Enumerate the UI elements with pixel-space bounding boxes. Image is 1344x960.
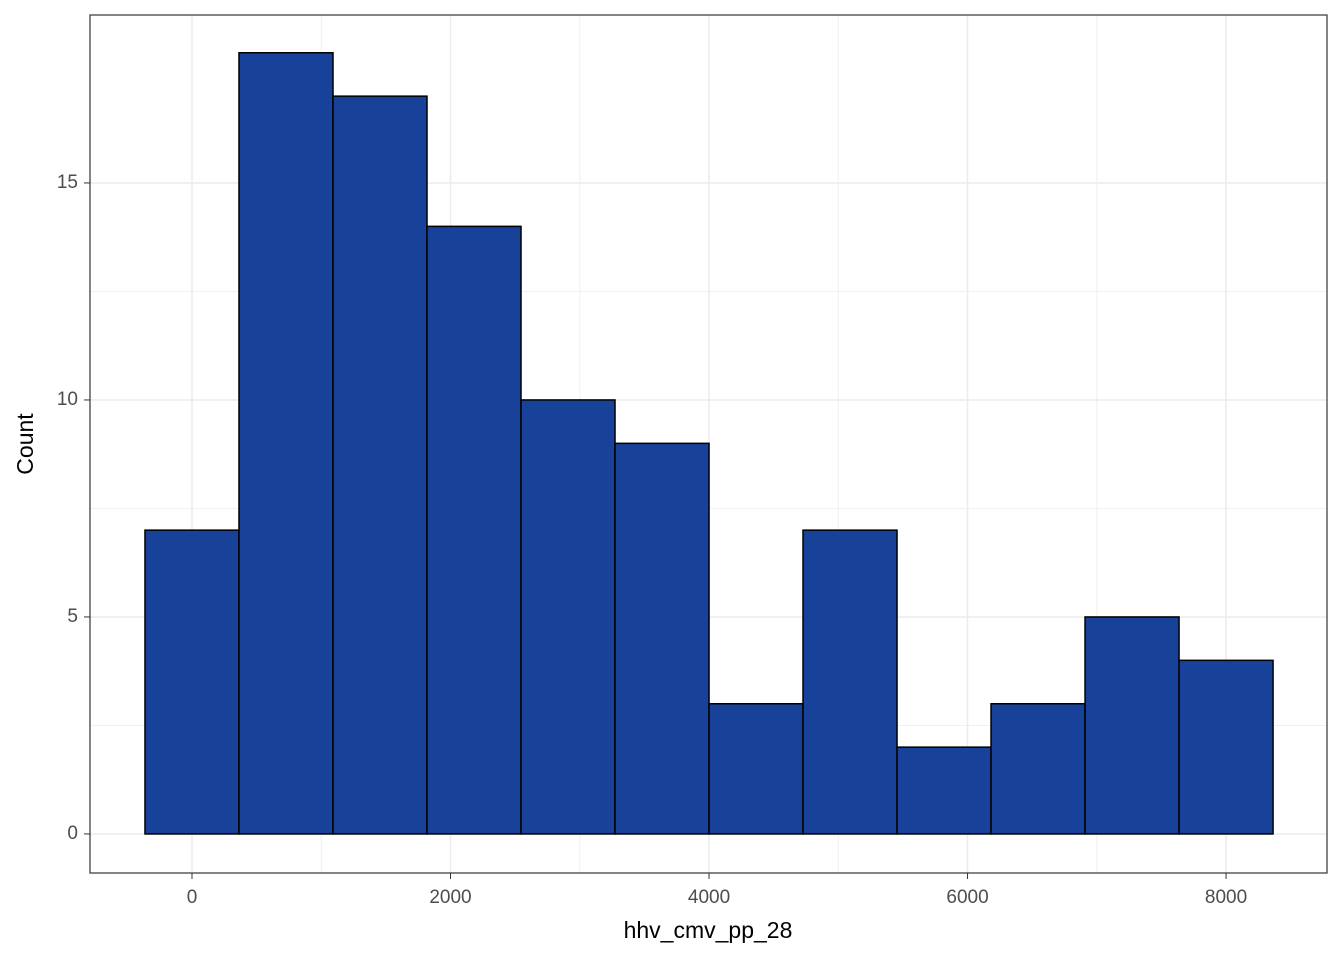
- x-tick-label: 2000: [429, 887, 471, 908]
- x-tick-label: 4000: [688, 887, 730, 908]
- bar: [238, 52, 334, 835]
- bar: [144, 529, 240, 835]
- bar: [802, 529, 898, 835]
- bar: [426, 225, 522, 835]
- bar: [896, 746, 992, 835]
- y-tick-label: 5: [67, 606, 78, 627]
- panel-border: [89, 14, 1328, 874]
- y-tick-label: 0: [67, 823, 78, 844]
- y-tick-label: 10: [57, 389, 78, 410]
- y-axis-title: Count: [12, 413, 38, 475]
- bar: [332, 95, 428, 835]
- x-tick-label: 6000: [946, 887, 988, 908]
- bar: [1178, 659, 1274, 835]
- x-tick-label: 8000: [1205, 887, 1247, 908]
- bar: [614, 442, 710, 835]
- bar: [520, 399, 616, 835]
- x-axis-title: hhv_cmv_pp_28: [624, 917, 793, 943]
- bar: [1084, 616, 1180, 835]
- bar: [990, 702, 1086, 835]
- y-tick-label: 15: [57, 172, 78, 193]
- x-tick-label: 0: [187, 887, 198, 908]
- bar: [708, 702, 804, 835]
